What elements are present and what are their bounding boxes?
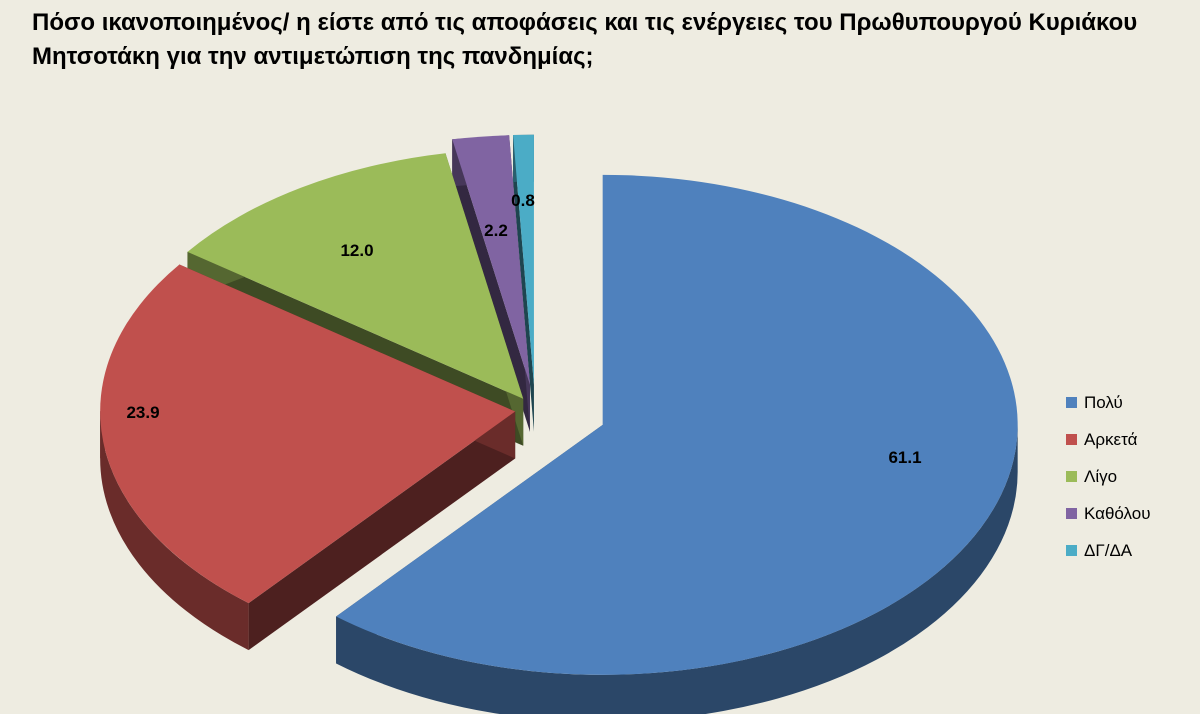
slice-top-arketa xyxy=(100,264,516,604)
slice-edge-poly xyxy=(336,424,1018,714)
slice-top-ligo xyxy=(187,153,524,399)
slice-edge-arketa xyxy=(100,411,249,651)
legend-item-poly: Πολύ xyxy=(1066,384,1151,421)
pie-slice-arketa xyxy=(100,264,516,651)
slice-top-dk-na xyxy=(513,134,534,385)
slice-top-katholou xyxy=(452,135,530,385)
legend-swatch-poly xyxy=(1066,397,1077,408)
pie-slice-katholou xyxy=(452,135,530,432)
slice-side-start-dk-na xyxy=(513,135,534,432)
legend-label-arketa: Αρκετά xyxy=(1084,429,1138,449)
pie-slice-poly xyxy=(336,174,1018,714)
legend-label-katholou: Καθόλου xyxy=(1084,503,1151,523)
legend-item-arketa: Αρκετά xyxy=(1066,421,1151,458)
legend-label-ligo: Λίγο xyxy=(1084,466,1118,486)
chart-title: Πόσο ικανοποιημένος/ η είστε από τις απο… xyxy=(32,9,1138,70)
legend-swatch-ligo xyxy=(1066,471,1077,482)
data-label-katholou: 2.2 xyxy=(484,221,508,240)
legend-swatch-dk-na xyxy=(1066,545,1077,556)
legend-item-ligo: Λίγο xyxy=(1066,458,1151,495)
data-label-dk-na: 0.8 xyxy=(511,191,535,210)
slice-side-start-katholou xyxy=(452,139,530,432)
data-label-poly: 61.1 xyxy=(888,448,921,467)
data-label-ligo: 12.0 xyxy=(340,241,373,260)
chart-legend: Πολύ Αρκετά Λίγο Καθόλου ΔΓ/ΔΑ xyxy=(1066,384,1151,569)
legend-item-dk-na: ΔΓ/ΔΑ xyxy=(1066,532,1151,569)
data-label-arketa: 23.9 xyxy=(126,403,159,422)
slice-side-start-arketa xyxy=(248,411,516,651)
pie-slice-dk-na xyxy=(513,134,534,432)
legend-swatch-arketa xyxy=(1066,434,1077,445)
legend-item-katholou: Καθόλου xyxy=(1066,495,1151,532)
slice-top-poly xyxy=(336,174,1018,675)
legend-label-poly: Πολύ xyxy=(1084,392,1123,412)
legend-swatch-katholou xyxy=(1066,508,1077,519)
legend-label-dk-na: ΔΓ/ΔΑ xyxy=(1084,540,1133,560)
